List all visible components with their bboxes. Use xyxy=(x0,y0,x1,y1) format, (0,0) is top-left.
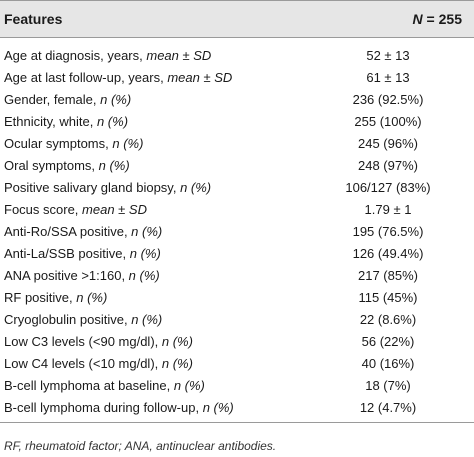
feature-stat: n (%) xyxy=(96,114,129,129)
feature-stat: mean ± SD xyxy=(167,70,233,85)
feature-stat: n (%) xyxy=(202,400,234,415)
table-row: Ocular symptoms, n (%) 245 (96%) xyxy=(0,133,474,155)
feature-stat: n (%) xyxy=(161,334,193,349)
table-row: Focus score, mean ± SD 1.79 ± 1 xyxy=(0,199,474,221)
table-header: Features N = 255 xyxy=(0,0,474,38)
feature-value: 115 (45%) xyxy=(358,290,418,305)
table-row: Low C3 levels (<90 mg/dl), n (%) 56 (22%) xyxy=(0,331,474,353)
table-row: Low C4 levels (<10 mg/dl), n (%) 40 (16%) xyxy=(0,353,474,375)
feature-text: Cryoglobulin positive, xyxy=(4,312,132,327)
feature-stat: n (%) xyxy=(100,92,132,107)
table-row: Gender, female, n (%) 236 (92.5%) xyxy=(0,89,474,111)
feature-stat: n (%) xyxy=(129,246,161,261)
feature-label: B-cell lymphoma during follow-up, n (%) xyxy=(4,397,234,419)
feature-text: Anti-Ro/SSA positive, xyxy=(4,224,132,239)
feature-value: 61 ± 13 xyxy=(366,70,410,85)
feature-stat: n (%) xyxy=(76,290,108,305)
feature-text: Focus score, xyxy=(4,202,83,217)
feature-stat: n (%) xyxy=(112,136,144,151)
feature-stat: mean ± SD xyxy=(146,48,212,63)
feature-value: 56 (22%) xyxy=(361,334,415,349)
feature-value: 255 (100%) xyxy=(354,114,422,129)
feature-stat: n (%) xyxy=(161,356,193,371)
feature-label: Positive salivary gland biopsy, n (%) xyxy=(4,177,211,199)
table-row: B-cell lymphoma during follow-up, n (%) 1… xyxy=(0,397,474,419)
feature-label: Oral symptoms, n (%) xyxy=(4,155,130,177)
table-row: B-cell lymphoma at baseline, n (%) 18 (7%… xyxy=(0,375,474,397)
feature-value: 126 (49.4%) xyxy=(352,246,424,261)
feature-stat: n (%) xyxy=(128,268,160,283)
table-row: Anti-Ro/SSA positive, n (%) 195 (76.5%) xyxy=(0,221,474,243)
feature-stat: n (%) xyxy=(173,378,205,393)
feature-text: Gender, female, xyxy=(4,92,101,107)
table-row: Age at diagnosis, years, mean ± SD 52 ± 1… xyxy=(0,45,474,67)
feature-value: 12 (4.7%) xyxy=(359,400,417,415)
feature-label: Age at last follow-up, years, mean ± SD xyxy=(4,67,232,89)
feature-label: Gender, female, n (%) xyxy=(4,89,131,111)
feature-label: Ocular symptoms, n (%) xyxy=(4,133,143,155)
feature-text: Positive salivary gland biopsy, xyxy=(4,180,181,195)
feature-value: 217 (85%) xyxy=(358,268,418,283)
header-n-symbol: N xyxy=(412,11,423,27)
feature-label: Cryoglobulin positive, n (%) xyxy=(4,309,162,331)
feature-text: B-cell lymphoma during follow-up, xyxy=(4,400,203,415)
feature-value: 195 (76.5%) xyxy=(352,224,424,239)
feature-label: Focus score, mean ± SD xyxy=(4,199,147,221)
feature-value: 106/127 (83%) xyxy=(345,180,431,195)
feature-text: ANA positive >1:160, xyxy=(4,268,129,283)
table-row: Cryoglobulin positive, n (%) 22 (8.6%) xyxy=(0,309,474,331)
feature-label: Ethnicity, white, n (%) xyxy=(4,111,128,133)
feature-text: B-cell lymphoma at baseline, xyxy=(4,378,174,393)
feature-value: 40 (16%) xyxy=(361,356,415,371)
feature-stat: mean ± SD xyxy=(82,202,147,217)
feature-label: Anti-La/SSB positive, n (%) xyxy=(4,243,161,265)
feature-text: Anti-La/SSB positive, xyxy=(4,246,130,261)
feature-label: Age at diagnosis, years, mean ± SD xyxy=(4,45,211,67)
feature-value: 22 (8.6%) xyxy=(359,312,417,327)
table-row: Positive salivary gland biopsy, n (%) 106… xyxy=(0,177,474,199)
table-row: Age at last follow-up, years, mean ± SD 6… xyxy=(0,67,474,89)
feature-stat: n (%) xyxy=(131,224,163,239)
feature-label: RF positive, n (%) xyxy=(4,287,107,309)
feature-label: Low C3 levels (<90 mg/dl), n (%) xyxy=(4,331,193,353)
feature-label: Low C4 levels (<10 mg/dl), n (%) xyxy=(4,353,193,375)
feature-value: 245 (96%) xyxy=(358,136,418,151)
features-table: Features N = 255 Age at diagnosis, years… xyxy=(0,0,474,423)
feature-text: RF positive, xyxy=(4,290,77,305)
feature-text: Age at last follow-up, years, xyxy=(4,70,168,85)
table-row: Anti-La/SSB positive, n (%) 126 (49.4%) xyxy=(0,243,474,265)
table-row: Ethnicity, white, n (%) 255 (100%) xyxy=(0,111,474,133)
header-n-value: = 255 xyxy=(422,11,462,27)
feature-text: Ocular symptoms, xyxy=(4,136,113,151)
table-row: Oral symptoms, n (%) 248 (97%) xyxy=(0,155,474,177)
header-features-label: Features xyxy=(4,11,63,27)
table-row: ANA positive >1:160, n (%) 217 (85%) xyxy=(0,265,474,287)
feature-value: 1.79 ± 1 xyxy=(364,202,412,217)
feature-text: Ethnicity, white, xyxy=(4,114,97,129)
feature-value: 248 (97%) xyxy=(358,158,418,173)
feature-text: Oral symptoms, xyxy=(4,158,99,173)
feature-stat: n (%) xyxy=(131,312,163,327)
feature-value: 52 ± 13 xyxy=(366,48,410,63)
feature-stat: n (%) xyxy=(98,158,130,173)
feature-label: B-cell lymphoma at baseline, n (%) xyxy=(4,375,205,397)
feature-value: 236 (92.5%) xyxy=(352,92,424,107)
table-footnote: RF, rheumatoid factor; ANA, antinuclear … xyxy=(4,439,277,453)
feature-text: Age at diagnosis, years, xyxy=(4,48,147,63)
feature-text: Low C4 levels (<10 mg/dl), xyxy=(4,356,162,371)
feature-label: ANA positive >1:160, n (%) xyxy=(4,265,160,287)
header-n-label: N = 255 xyxy=(413,11,462,27)
feature-stat: n (%) xyxy=(180,180,212,195)
feature-label: Anti-Ro/SSA positive, n (%) xyxy=(4,221,162,243)
table-body: Age at diagnosis, years, mean ± SD 52 ± 1… xyxy=(0,38,474,423)
feature-value: 18 (7%) xyxy=(365,378,411,393)
feature-text: Low C3 levels (<90 mg/dl), xyxy=(4,334,162,349)
table-row: RF positive, n (%) 115 (45%) xyxy=(0,287,474,309)
